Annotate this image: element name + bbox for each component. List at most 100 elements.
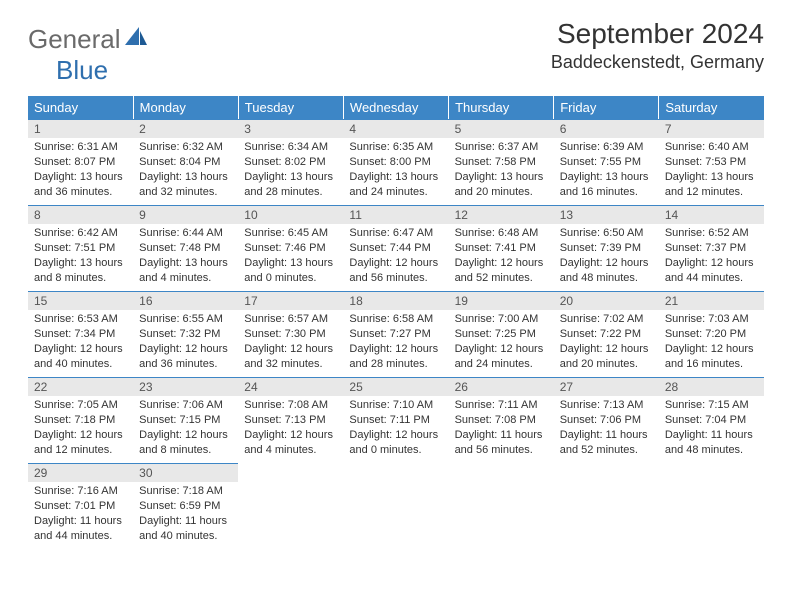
daylight-line: and 52 minutes. [560,443,653,458]
day-number: 17 [238,291,343,310]
day-body: Sunrise: 6:42 AMSunset: 7:51 PMDaylight:… [28,224,133,289]
calendar-day-cell: 9Sunrise: 6:44 AMSunset: 7:48 PMDaylight… [133,205,238,291]
sunset-line: Sunset: 7:25 PM [455,327,548,342]
calendar-week-row: 15Sunrise: 6:53 AMSunset: 7:34 PMDayligh… [28,291,764,377]
daylight-line: and 4 minutes. [244,443,337,458]
calendar-day-cell: 2Sunrise: 6:32 AMSunset: 8:04 PMDaylight… [133,119,238,205]
calendar-day-cell [238,463,343,549]
calendar-day-cell: 23Sunrise: 7:06 AMSunset: 7:15 PMDayligh… [133,377,238,463]
day-number: 5 [449,119,554,138]
day-body: Sunrise: 6:52 AMSunset: 7:37 PMDaylight:… [659,224,764,289]
day-body: Sunrise: 6:47 AMSunset: 7:44 PMDaylight:… [343,224,448,289]
calendar-day-cell: 30Sunrise: 7:18 AMSunset: 6:59 PMDayligh… [133,463,238,549]
daylight-line: and 20 minutes. [560,357,653,372]
day-number: 9 [133,205,238,224]
daylight-line: and 20 minutes. [455,185,548,200]
day-number: 30 [133,463,238,482]
day-number: 22 [28,377,133,396]
sunset-line: Sunset: 7:18 PM [34,413,127,428]
sunset-line: Sunset: 7:39 PM [560,241,653,256]
day-number: 1 [28,119,133,138]
sunrise-line: Sunrise: 6:47 AM [349,226,442,241]
calendar-day-cell: 27Sunrise: 7:13 AMSunset: 7:06 PMDayligh… [554,377,659,463]
daylight-line: Daylight: 12 hours [455,256,548,271]
daylight-line: Daylight: 11 hours [560,428,653,443]
calendar-day-cell: 15Sunrise: 6:53 AMSunset: 7:34 PMDayligh… [28,291,133,377]
day-number: 13 [554,205,659,224]
day-body: Sunrise: 6:39 AMSunset: 7:55 PMDaylight:… [554,138,659,203]
day-number: 2 [133,119,238,138]
calendar-day-cell: 18Sunrise: 6:58 AMSunset: 7:27 PMDayligh… [343,291,448,377]
sunrise-line: Sunrise: 7:10 AM [349,398,442,413]
weekday-header: Monday [133,96,238,119]
day-number: 27 [554,377,659,396]
calendar-day-cell [554,463,659,549]
day-number: 24 [238,377,343,396]
calendar-day-cell: 5Sunrise: 6:37 AMSunset: 7:58 PMDaylight… [449,119,554,205]
sunset-line: Sunset: 7:27 PM [349,327,442,342]
day-body: Sunrise: 7:03 AMSunset: 7:20 PMDaylight:… [659,310,764,375]
daylight-line: Daylight: 12 hours [244,342,337,357]
weekday-header: Saturday [659,96,764,119]
sunrise-line: Sunrise: 7:13 AM [560,398,653,413]
day-number: 6 [554,119,659,138]
sunset-line: Sunset: 7:37 PM [665,241,758,256]
day-number: 18 [343,291,448,310]
calendar-week-row: 29Sunrise: 7:16 AMSunset: 7:01 PMDayligh… [28,463,764,549]
sunrise-line: Sunrise: 6:45 AM [244,226,337,241]
daylight-line: Daylight: 12 hours [34,342,127,357]
day-number: 26 [449,377,554,396]
calendar-day-cell: 29Sunrise: 7:16 AMSunset: 7:01 PMDayligh… [28,463,133,549]
sunrise-line: Sunrise: 6:52 AM [665,226,758,241]
sunrise-line: Sunrise: 7:03 AM [665,312,758,327]
sunset-line: Sunset: 8:04 PM [139,155,232,170]
sunrise-line: Sunrise: 6:55 AM [139,312,232,327]
daylight-line: Daylight: 11 hours [139,514,232,529]
day-number: 25 [343,377,448,396]
sunrise-line: Sunrise: 6:42 AM [34,226,127,241]
day-number: 11 [343,205,448,224]
daylight-line: and 0 minutes. [349,443,442,458]
daylight-line: and 44 minutes. [665,271,758,286]
sunset-line: Sunset: 7:30 PM [244,327,337,342]
weekday-header: Friday [554,96,659,119]
logo-text-general: General [28,24,121,55]
daylight-line: and 36 minutes. [139,357,232,372]
daylight-line: and 12 minutes. [34,443,127,458]
calendar-day-cell: 17Sunrise: 6:57 AMSunset: 7:30 PMDayligh… [238,291,343,377]
calendar-day-cell: 14Sunrise: 6:52 AMSunset: 7:37 PMDayligh… [659,205,764,291]
daylight-line: and 16 minutes. [560,185,653,200]
daylight-line: and 40 minutes. [139,529,232,544]
calendar-day-cell: 24Sunrise: 7:08 AMSunset: 7:13 PMDayligh… [238,377,343,463]
day-number: 29 [28,463,133,482]
sunrise-line: Sunrise: 6:31 AM [34,140,127,155]
daylight-line: and 48 minutes. [560,271,653,286]
day-body: Sunrise: 7:10 AMSunset: 7:11 PMDaylight:… [343,396,448,461]
daylight-line: Daylight: 13 hours [560,170,653,185]
daylight-line: Daylight: 13 hours [349,170,442,185]
sunrise-line: Sunrise: 6:58 AM [349,312,442,327]
daylight-line: Daylight: 13 hours [34,256,127,271]
calendar-day-cell: 28Sunrise: 7:15 AMSunset: 7:04 PMDayligh… [659,377,764,463]
calendar-week-row: 22Sunrise: 7:05 AMSunset: 7:18 PMDayligh… [28,377,764,463]
sunset-line: Sunset: 7:20 PM [665,327,758,342]
calendar-day-cell: 4Sunrise: 6:35 AMSunset: 8:00 PMDaylight… [343,119,448,205]
day-number: 8 [28,205,133,224]
day-body: Sunrise: 6:53 AMSunset: 7:34 PMDaylight:… [28,310,133,375]
day-body: Sunrise: 6:50 AMSunset: 7:39 PMDaylight:… [554,224,659,289]
daylight-line: and 36 minutes. [34,185,127,200]
day-body: Sunrise: 6:44 AMSunset: 7:48 PMDaylight:… [133,224,238,289]
calendar-day-cell: 1Sunrise: 6:31 AMSunset: 8:07 PMDaylight… [28,119,133,205]
sunrise-line: Sunrise: 7:00 AM [455,312,548,327]
sunset-line: Sunset: 7:11 PM [349,413,442,428]
daylight-line: Daylight: 12 hours [560,342,653,357]
calendar-day-cell: 12Sunrise: 6:48 AMSunset: 7:41 PMDayligh… [449,205,554,291]
sunrise-line: Sunrise: 6:44 AM [139,226,232,241]
sunset-line: Sunset: 7:58 PM [455,155,548,170]
sunrise-line: Sunrise: 7:11 AM [455,398,548,413]
sunset-line: Sunset: 7:41 PM [455,241,548,256]
daylight-line: and 52 minutes. [455,271,548,286]
sunset-line: Sunset: 8:02 PM [244,155,337,170]
day-number: 15 [28,291,133,310]
calendar-day-cell [449,463,554,549]
